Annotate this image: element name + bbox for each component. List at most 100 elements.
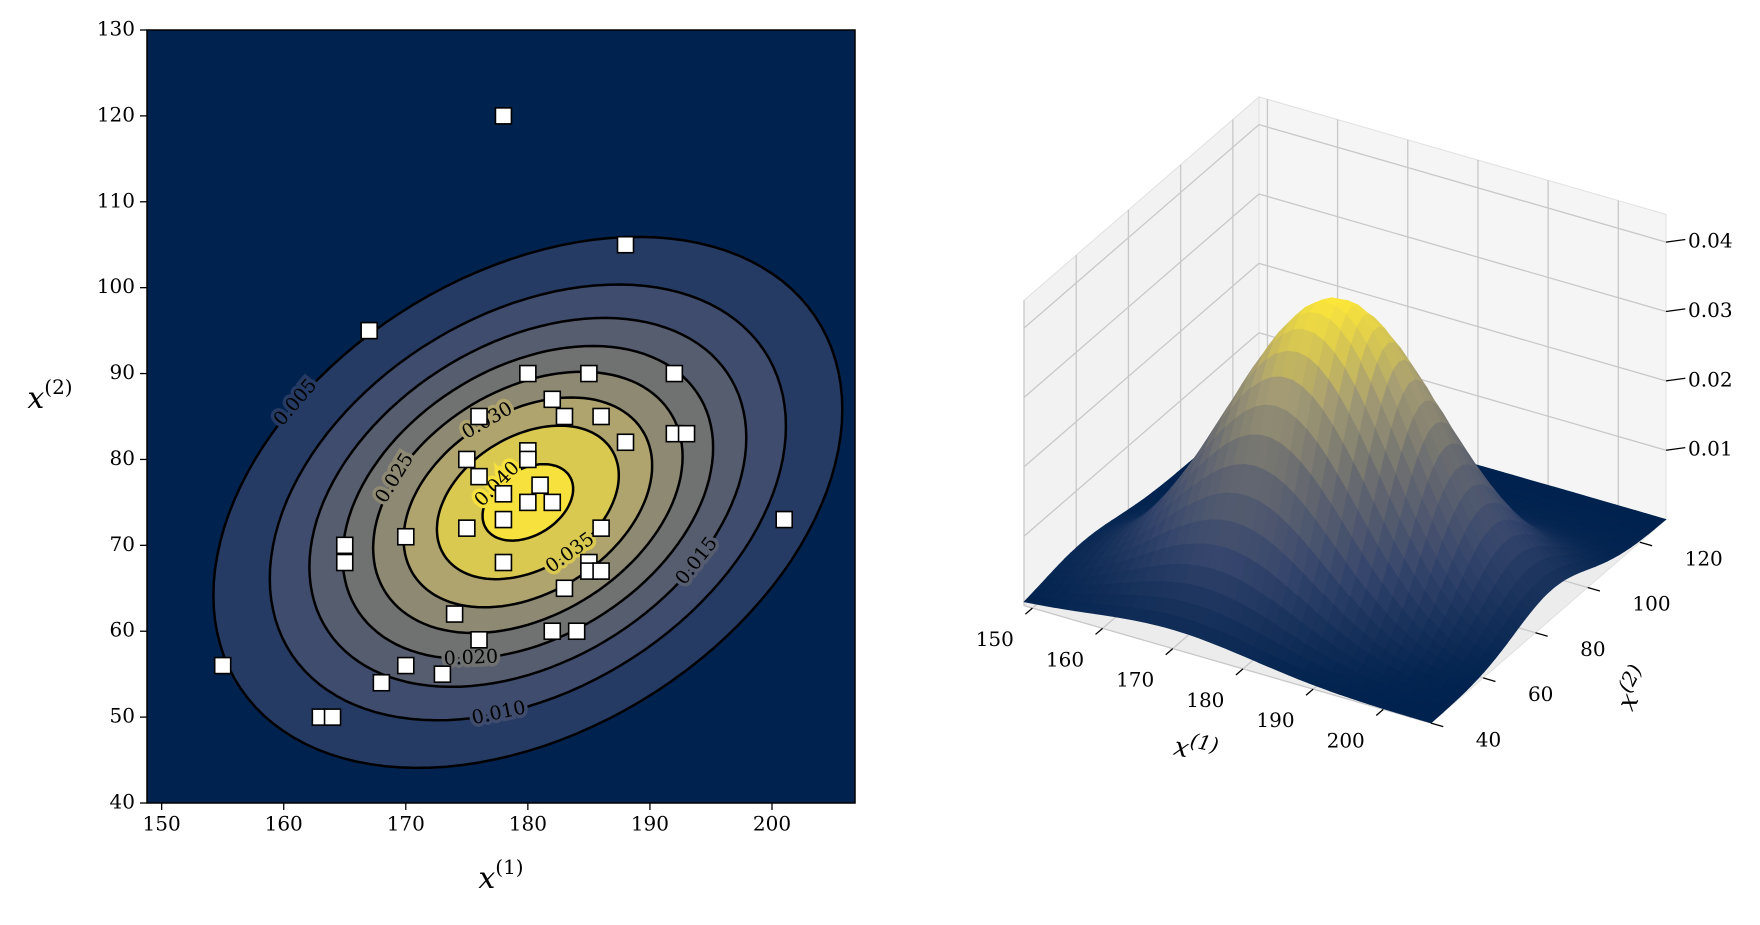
label-base: x — [1171, 732, 1192, 764]
scatter-point — [677, 424, 696, 443]
tick — [1165, 648, 1174, 656]
x-tick-label: 150 — [976, 627, 1014, 651]
x-tick-label: 150 — [143, 812, 181, 836]
x-axis-label-3d: x(1) — [1171, 725, 1221, 771]
grid-line — [1023, 262, 1260, 468]
y-axis-label: x(2) — [27, 375, 72, 417]
scatter-point — [543, 390, 562, 409]
x-tick-label: 200 — [1327, 728, 1365, 752]
label-sup: (1) — [1188, 728, 1221, 757]
tick — [1024, 607, 1033, 615]
y-tick-label: 40 — [1476, 727, 1501, 751]
scatter-point — [213, 656, 232, 675]
grid-line — [1023, 124, 1260, 329]
scatter-point — [543, 493, 562, 512]
x-tick-label: 190 — [1256, 708, 1294, 732]
z-tick-label: 0.04 — [1688, 229, 1733, 253]
y-tick-label: 80 — [1580, 637, 1605, 661]
grid-line — [1023, 193, 1260, 398]
y-tick-label: 100 — [97, 274, 135, 298]
scatter-point — [470, 631, 488, 649]
scatter-point — [519, 364, 537, 383]
tick — [1665, 447, 1686, 451]
axes-frame — [146, 29, 856, 804]
scatter-point — [775, 510, 794, 529]
tick — [1305, 688, 1314, 696]
y-tick-label: 120 — [1685, 546, 1723, 570]
scatter-point — [592, 562, 610, 580]
surface-patch — [1420, 714, 1438, 724]
tick — [1483, 677, 1496, 683]
scatter-point — [335, 536, 354, 555]
grid-line — [1023, 332, 1260, 537]
tick — [1095, 627, 1104, 635]
y-tick-label: 80 — [110, 446, 135, 470]
tick — [1639, 541, 1653, 547]
scatter-point — [665, 364, 684, 383]
grid-line — [1258, 262, 1667, 382]
scatter-point — [592, 519, 610, 537]
y-tick-label: 50 — [110, 704, 135, 728]
y-tick-label: 130 — [97, 17, 135, 41]
y-tick-label: 120 — [97, 102, 135, 126]
scatter-point — [531, 476, 549, 495]
x-tick-label: 170 — [1116, 668, 1154, 692]
scatter-point — [396, 656, 415, 675]
scatter-point — [519, 493, 537, 512]
scatter-point — [470, 467, 488, 486]
scatter-point — [360, 321, 378, 340]
y-tick-label: 60 — [1528, 682, 1553, 706]
z-tick-label: 0.01 — [1688, 437, 1733, 461]
scatter-point — [445, 605, 464, 623]
z-tick-label: 0.02 — [1688, 367, 1733, 391]
surface — [1023, 297, 1667, 724]
x-tick-label: 200 — [753, 812, 791, 836]
contour-plot: 0.0050.0100.0150.0200.0250.0300.0350.040… — [97, 17, 856, 836]
grid-line — [1258, 193, 1667, 313]
scatter-point — [458, 519, 476, 537]
x-tick-label: 160 — [1046, 647, 1084, 671]
scatter-point — [580, 364, 598, 383]
y-tick-label: 90 — [110, 360, 135, 384]
x-tick-label: 180 — [1186, 688, 1224, 712]
z-tick-label: 0.03 — [1688, 298, 1733, 322]
scatter-point — [616, 235, 635, 254]
scatter-point — [616, 433, 635, 452]
y-axis-label-3d: x(2) — [1605, 660, 1658, 716]
tick — [1235, 668, 1244, 676]
scatter-point — [433, 665, 452, 683]
label-base: x — [27, 381, 44, 416]
tick — [1587, 586, 1601, 592]
tick — [1665, 377, 1686, 382]
scatter-point — [494, 484, 513, 503]
tick — [1430, 722, 1444, 728]
scatter-point — [494, 553, 513, 572]
scatter-point — [323, 708, 342, 726]
label-sup: (1) — [495, 855, 523, 879]
y-tick-label: 40 — [110, 790, 135, 814]
scatter-point — [555, 407, 574, 426]
surface-plot: 150 160 170 180 190 200 40 60 80 100 120 0.01 0.02 0.… — [976, 95, 1733, 752]
grid-line — [1258, 123, 1667, 243]
scatter-point — [396, 527, 415, 546]
y-tick-label: 110 — [97, 188, 135, 212]
tick — [1375, 708, 1384, 716]
scatter-point — [458, 450, 476, 469]
contour-label: 0.020 — [443, 645, 498, 669]
x-tick-label: 160 — [265, 812, 303, 836]
scatter-point — [592, 407, 610, 426]
scatter-point — [555, 579, 574, 598]
x-tick-label: 180 — [509, 812, 547, 836]
scatter-point — [567, 622, 586, 641]
scatter-point — [470, 407, 488, 426]
y-tick-label: 100 — [1632, 592, 1670, 616]
scatter-point — [494, 510, 513, 529]
tick — [1665, 308, 1686, 313]
tick — [1535, 632, 1548, 637]
x-axis-label: x(1) — [478, 855, 523, 897]
surface-patch — [1323, 319, 1341, 353]
scatter-point — [494, 107, 513, 125]
label-base: x — [478, 861, 495, 896]
